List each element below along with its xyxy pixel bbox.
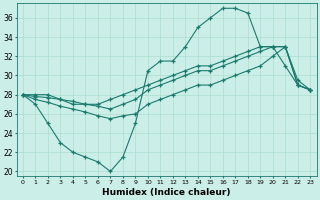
X-axis label: Humidex (Indice chaleur): Humidex (Indice chaleur)	[102, 188, 231, 197]
